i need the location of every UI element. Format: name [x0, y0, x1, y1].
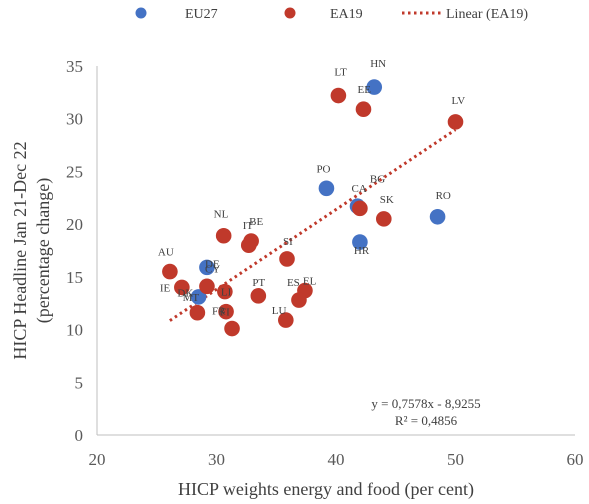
x-tick-label: 40	[328, 450, 345, 469]
point-label-sk: SK	[380, 194, 394, 206]
point-label-be: BE	[249, 216, 263, 228]
data-point-ro	[429, 208, 446, 225]
data-point-ie	[174, 279, 190, 296]
point-label-es: ES	[287, 277, 300, 289]
legend-marker-ea19	[284, 7, 296, 19]
data-point-nl	[215, 227, 232, 244]
point-label-po: PO	[316, 163, 330, 175]
point-label-mt: MT	[183, 292, 200, 304]
y-tick-label: 10	[66, 321, 83, 340]
data-point-lt	[330, 87, 347, 104]
data-point-bg	[352, 200, 368, 217]
point-label-si: SI	[283, 236, 293, 248]
data-point-fi	[218, 303, 234, 320]
point-label-ro: RO	[436, 190, 451, 202]
point-label-fi: FI	[220, 307, 230, 319]
data-point-li	[217, 283, 233, 300]
data-point-sk	[376, 211, 392, 227]
x-axis-title: HICP weights energy and food (per cent)	[178, 479, 474, 499]
point-label-li: LI	[221, 287, 232, 299]
point-label-ca: CA	[352, 183, 367, 195]
point-label-bg: BG	[370, 173, 385, 185]
point-label-fr: FR	[212, 306, 226, 318]
legend-label-trendline: Linear (EA19)	[446, 7, 528, 22]
data-point-po	[318, 180, 335, 197]
x-tick-label: 30	[208, 450, 225, 469]
legend-label-ea19: EA19	[330, 7, 363, 22]
data-point-si	[279, 251, 295, 267]
legend-marker-eu27	[135, 7, 147, 19]
data-point-lv	[447, 114, 464, 130]
point-label-hr: HR	[354, 245, 370, 257]
y-axis-title-line2: (percentage change)	[33, 178, 54, 323]
y-axis-title: HICP Headline Jan 21-Dec 22	[10, 141, 30, 359]
point-label-cy: CY	[205, 263, 220, 275]
data-point-it	[240, 237, 257, 254]
y-tick-label: 20	[66, 215, 83, 234]
point-label-lt: LT	[334, 67, 347, 79]
x-tick-label: 50	[447, 450, 464, 469]
point-label-dk: DK	[177, 288, 193, 300]
point-label-hn: HN	[370, 58, 386, 70]
data-point-cy	[199, 278, 215, 295]
y-tick-label: 30	[66, 110, 83, 129]
data-point-hn	[366, 79, 383, 95]
x-tick-label: 20	[89, 450, 106, 469]
point-label-el: EL	[303, 276, 317, 288]
data-point-fr	[224, 320, 240, 337]
legend-label-eu27: EU27	[185, 7, 218, 22]
point-label-lv: LV	[452, 95, 466, 107]
trendline-equation: y = 0,7578x - 8,9255	[371, 396, 480, 411]
data-point-lu	[278, 312, 294, 328]
data-point-ee	[355, 101, 372, 118]
trendline-r-squared: R² = 0,4856	[395, 413, 458, 428]
y-tick-label: 25	[66, 162, 83, 181]
point-label-ee: EE	[357, 84, 371, 96]
y-tick-label: 15	[66, 268, 83, 287]
x-tick-label: 60	[567, 450, 584, 469]
point-label-de: DE	[205, 258, 220, 270]
point-label-it: IT	[243, 220, 254, 232]
data-point-de	[199, 259, 215, 276]
point-label-au: AU	[158, 247, 174, 259]
y-tick-label: 5	[75, 373, 84, 392]
y-tick-label: 0	[75, 426, 84, 445]
y-tick-label: 35	[66, 57, 83, 76]
point-label-nl: NL	[214, 209, 229, 221]
point-label-lu: LU	[272, 305, 287, 317]
trendline	[169, 128, 457, 322]
data-point-dk	[189, 304, 206, 321]
data-point-mt	[190, 289, 207, 305]
data-point-hr	[352, 234, 368, 250]
point-label-ie: IE	[160, 282, 171, 294]
point-label-pt: PT	[252, 277, 265, 289]
data-point-au	[162, 263, 178, 280]
data-point-pt	[250, 288, 267, 304]
data-point-es	[291, 292, 307, 308]
